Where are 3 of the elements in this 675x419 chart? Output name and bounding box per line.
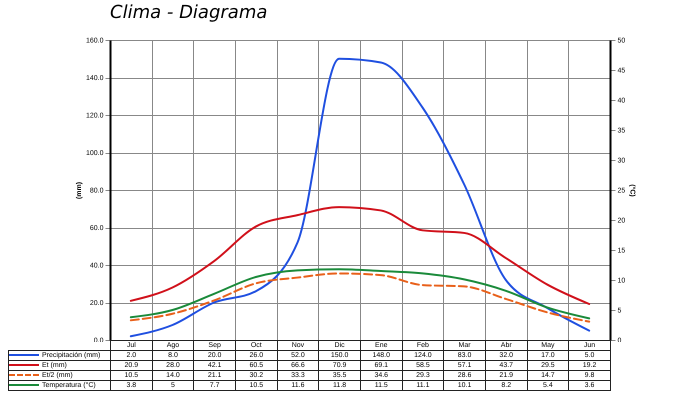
chart-title: Clima - Diagrama: [110, 2, 268, 23]
line-series: [130, 206, 590, 305]
line-series: [130, 58, 590, 338]
